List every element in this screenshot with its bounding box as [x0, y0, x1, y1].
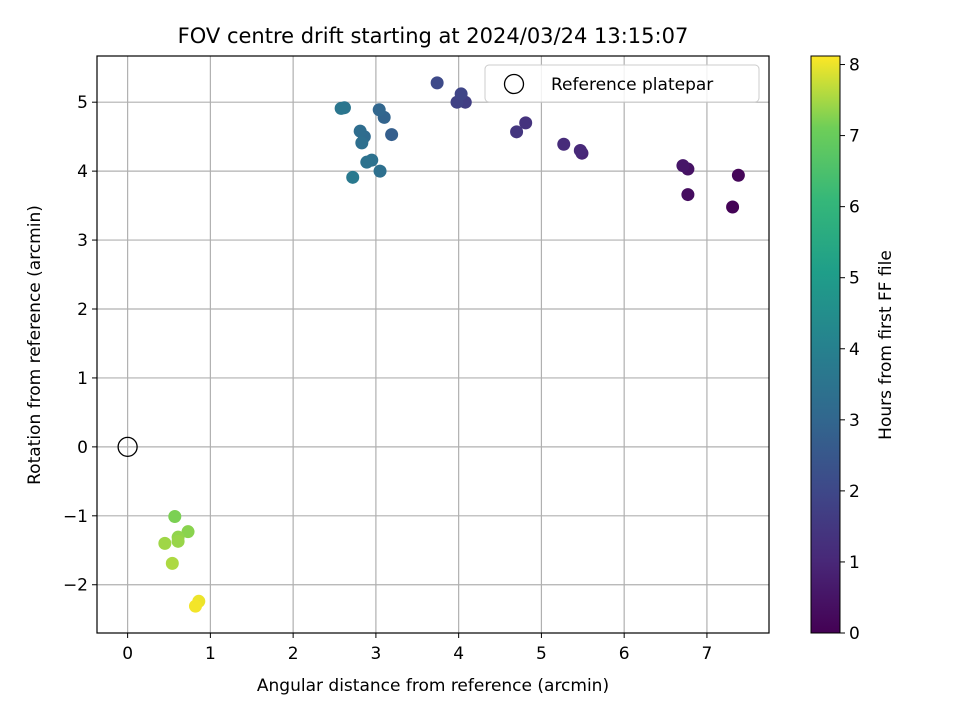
- data-point: [681, 188, 695, 202]
- colorbar-tick-label: 0: [849, 624, 860, 644]
- data-point: [373, 164, 387, 178]
- y-tick-label: −2: [63, 576, 88, 596]
- y-tick-label: 2: [77, 300, 88, 320]
- x-tick-label: 6: [619, 644, 630, 664]
- colorbar-tick-label: 6: [849, 198, 860, 218]
- x-tick-label: 3: [370, 644, 381, 664]
- data-point: [430, 76, 444, 90]
- colorbar-tick-label: 4: [849, 340, 860, 360]
- data-point: [372, 103, 386, 117]
- colorbar-gradient: [810, 55, 841, 634]
- data-point: [168, 509, 182, 523]
- colorbar-tick-label: 5: [849, 269, 860, 289]
- y-tick-label: −1: [63, 507, 88, 527]
- y-axis-ticks: −2 −1 0 1 2 3 4 5: [63, 93, 97, 596]
- data-point: [171, 534, 185, 548]
- colorbar-tick-label: 7: [849, 127, 860, 147]
- data-point: [731, 168, 745, 182]
- data-point: [726, 200, 740, 214]
- colorbar-label: Hours from first FF file: [876, 250, 896, 440]
- data-points: [158, 76, 745, 613]
- y-tick-label: 4: [77, 162, 88, 182]
- colorbar-tick-label: 3: [849, 411, 860, 431]
- x-tick-label: 2: [288, 644, 299, 664]
- y-tick-label: 1: [77, 369, 88, 389]
- chart-title: FOV centre drift starting at 2024/03/24 …: [178, 24, 689, 48]
- legend: Reference platepar: [484, 64, 760, 103]
- data-point: [360, 155, 374, 169]
- colorbar-ticks: 0 1 2 3 4 5 6 7 8: [840, 56, 860, 644]
- data-point: [573, 143, 587, 157]
- legend-open-circle-marker: [503, 73, 525, 95]
- data-point: [181, 525, 195, 539]
- data-point: [353, 124, 367, 138]
- legend-box: [484, 64, 760, 103]
- x-tick-label: 4: [453, 644, 464, 664]
- plot-frame: [96, 55, 770, 634]
- data-point: [519, 116, 533, 130]
- colorbar-tick-label: 8: [849, 56, 860, 76]
- colorbar-tick-label: 2: [849, 482, 860, 502]
- y-tick-label: 0: [77, 438, 88, 458]
- data-point: [676, 159, 690, 173]
- reference-platepar-marker: [117, 436, 138, 458]
- data-point: [385, 128, 399, 142]
- data-point: [165, 556, 179, 570]
- data-point: [334, 101, 348, 115]
- data-point: [188, 599, 202, 613]
- x-tick-label: 0: [122, 644, 133, 664]
- y-tick-label: 3: [77, 231, 88, 251]
- data-point: [557, 137, 571, 151]
- y-tick-label: 5: [77, 93, 88, 113]
- data-point: [510, 125, 524, 139]
- data-point: [158, 536, 172, 550]
- x-tick-label: 1: [205, 644, 216, 664]
- legend-label: Reference platepar: [551, 75, 713, 95]
- data-point: [454, 87, 468, 101]
- x-tick-label: 5: [536, 644, 547, 664]
- x-axis-label: Angular distance from reference (arcmin): [257, 676, 609, 696]
- reference-point: [117, 436, 138, 458]
- x-tick-label: 7: [702, 644, 713, 664]
- x-axis-ticks: 0 1 2 3 4 5 6 7: [122, 633, 712, 664]
- data-point: [346, 170, 360, 184]
- grid-lines: [97, 56, 769, 633]
- data-point: [355, 136, 369, 150]
- y-axis-label: Rotation from reference (arcmin): [25, 205, 45, 485]
- colorbar-tick-label: 1: [849, 553, 860, 573]
- colorbar: 0 1 2 3 4 5 6 7 8 Hours from first FF file: [810, 55, 896, 644]
